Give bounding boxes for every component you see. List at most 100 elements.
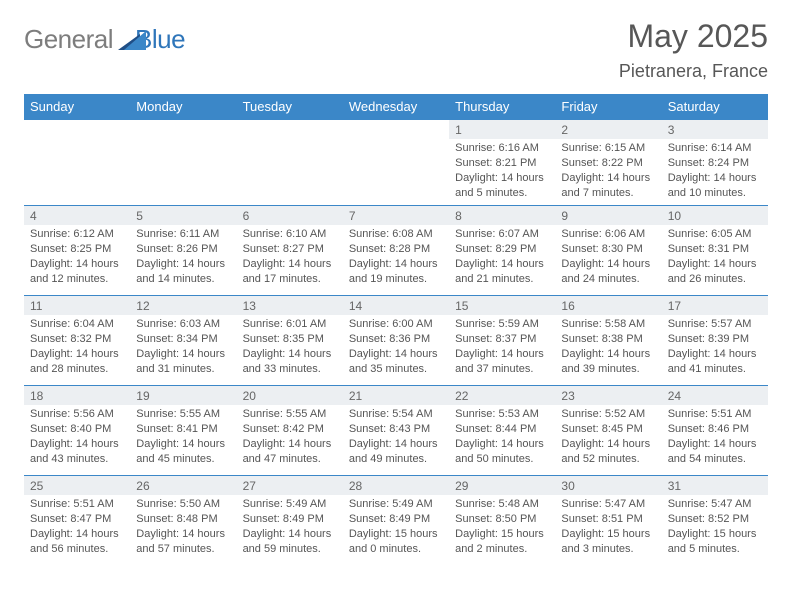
day-body: Sunrise: 6:14 AMSunset: 8:24 PMDaylight:… — [662, 139, 768, 204]
day-line: Sunset: 8:49 PM — [349, 512, 443, 527]
day-line: and 31 minutes. — [136, 362, 230, 377]
day-line: Daylight: 14 hours — [455, 437, 549, 452]
calendar-cell: 23Sunrise: 5:52 AMSunset: 8:45 PMDayligh… — [555, 386, 661, 476]
day-line: Sunrise: 6:07 AM — [455, 227, 549, 242]
day-number: 2 — [555, 120, 661, 139]
day-body: Sunrise: 6:05 AMSunset: 8:31 PMDaylight:… — [662, 225, 768, 290]
day-line: Sunrise: 6:16 AM — [455, 141, 549, 156]
day-line: and 37 minutes. — [455, 362, 549, 377]
day-number: 21 — [343, 386, 449, 405]
day-line: Daylight: 15 hours — [561, 527, 655, 542]
day-number: 29 — [449, 476, 555, 495]
day-body: Sunrise: 6:07 AMSunset: 8:29 PMDaylight:… — [449, 225, 555, 290]
day-line: and 12 minutes. — [30, 272, 124, 287]
day-line: Sunrise: 6:08 AM — [349, 227, 443, 242]
day-number: 5 — [130, 206, 236, 225]
calendar-cell: 4Sunrise: 6:12 AMSunset: 8:25 PMDaylight… — [24, 206, 130, 296]
day-number: 1 — [449, 120, 555, 139]
day-body: Sunrise: 5:52 AMSunset: 8:45 PMDaylight:… — [555, 405, 661, 470]
day-body: Sunrise: 5:49 AMSunset: 8:49 PMDaylight:… — [343, 495, 449, 560]
day-line: Daylight: 14 hours — [243, 347, 337, 362]
day-line: Sunset: 8:47 PM — [30, 512, 124, 527]
day-number: 11 — [24, 296, 130, 315]
day-line: and 0 minutes. — [349, 542, 443, 557]
calendar-cell: 26Sunrise: 5:50 AMSunset: 8:48 PMDayligh… — [130, 476, 236, 566]
day-line: Sunset: 8:22 PM — [561, 156, 655, 171]
day-line: Daylight: 14 hours — [561, 347, 655, 362]
day-body: Sunrise: 5:54 AMSunset: 8:43 PMDaylight:… — [343, 405, 449, 470]
day-number: 17 — [662, 296, 768, 315]
day-line: Sunset: 8:29 PM — [455, 242, 549, 257]
day-line: and 19 minutes. — [349, 272, 443, 287]
day-line: Sunset: 8:24 PM — [668, 156, 762, 171]
day-line: Sunrise: 5:49 AM — [243, 497, 337, 512]
day-number: 18 — [24, 386, 130, 405]
day-number: 25 — [24, 476, 130, 495]
day-number: 3 — [662, 120, 768, 139]
day-line: and 43 minutes. — [30, 452, 124, 467]
calendar-cell: 2Sunrise: 6:15 AMSunset: 8:22 PMDaylight… — [555, 120, 661, 206]
day-number: 20 — [237, 386, 343, 405]
day-body: Sunrise: 6:04 AMSunset: 8:32 PMDaylight:… — [24, 315, 130, 380]
day-number — [343, 120, 449, 139]
day-number — [24, 120, 130, 139]
day-line: Daylight: 14 hours — [136, 527, 230, 542]
calendar-cell: 24Sunrise: 5:51 AMSunset: 8:46 PMDayligh… — [662, 386, 768, 476]
day-line: Sunrise: 5:58 AM — [561, 317, 655, 332]
day-line: Sunrise: 5:47 AM — [668, 497, 762, 512]
day-number: 19 — [130, 386, 236, 405]
day-line: and 59 minutes. — [243, 542, 337, 557]
calendar-week-row: 25Sunrise: 5:51 AMSunset: 8:47 PMDayligh… — [24, 476, 768, 566]
day-line: Sunrise: 5:49 AM — [349, 497, 443, 512]
day-line: and 57 minutes. — [136, 542, 230, 557]
day-body: Sunrise: 5:47 AMSunset: 8:51 PMDaylight:… — [555, 495, 661, 560]
brand-text-general: General — [24, 24, 113, 55]
day-line: Daylight: 14 hours — [349, 347, 443, 362]
day-body: Sunrise: 6:16 AMSunset: 8:21 PMDaylight:… — [449, 139, 555, 204]
day-line: Sunrise: 6:14 AM — [668, 141, 762, 156]
day-body: Sunrise: 5:55 AMSunset: 8:42 PMDaylight:… — [237, 405, 343, 470]
day-body: Sunrise: 6:12 AMSunset: 8:25 PMDaylight:… — [24, 225, 130, 290]
calendar-page: General Blue May 2025 Pietranera, France… — [0, 0, 792, 612]
day-line: Sunrise: 5:55 AM — [243, 407, 337, 422]
day-line: Sunrise: 6:01 AM — [243, 317, 337, 332]
day-line: and 50 minutes. — [455, 452, 549, 467]
day-header: Monday — [130, 94, 236, 120]
day-body: Sunrise: 5:49 AMSunset: 8:49 PMDaylight:… — [237, 495, 343, 560]
day-number: 4 — [24, 206, 130, 225]
day-line: and 5 minutes. — [668, 542, 762, 557]
day-line: Daylight: 14 hours — [136, 347, 230, 362]
day-line: and 26 minutes. — [668, 272, 762, 287]
day-line: Sunrise: 6:11 AM — [136, 227, 230, 242]
day-line: Sunset: 8:42 PM — [243, 422, 337, 437]
day-line: Sunset: 8:50 PM — [455, 512, 549, 527]
day-number: 31 — [662, 476, 768, 495]
day-header: Tuesday — [237, 94, 343, 120]
day-line: Sunset: 8:25 PM — [30, 242, 124, 257]
day-line: Sunset: 8:48 PM — [136, 512, 230, 527]
day-line: Sunrise: 5:56 AM — [30, 407, 124, 422]
day-line: Sunset: 8:28 PM — [349, 242, 443, 257]
day-body: Sunrise: 6:01 AMSunset: 8:35 PMDaylight:… — [237, 315, 343, 380]
day-line: Sunrise: 5:54 AM — [349, 407, 443, 422]
day-line: Daylight: 14 hours — [455, 257, 549, 272]
day-number: 16 — [555, 296, 661, 315]
day-number: 8 — [449, 206, 555, 225]
day-line: Sunrise: 5:48 AM — [455, 497, 549, 512]
day-header: Saturday — [662, 94, 768, 120]
day-line: Daylight: 14 hours — [561, 257, 655, 272]
calendar-week-row: 4Sunrise: 6:12 AMSunset: 8:25 PMDaylight… — [24, 206, 768, 296]
day-line: Daylight: 14 hours — [136, 257, 230, 272]
day-line: Sunset: 8:26 PM — [136, 242, 230, 257]
day-body: Sunrise: 6:15 AMSunset: 8:22 PMDaylight:… — [555, 139, 661, 204]
day-line: Sunset: 8:39 PM — [668, 332, 762, 347]
day-line: Daylight: 14 hours — [30, 257, 124, 272]
day-number — [237, 120, 343, 139]
day-line: Sunrise: 5:59 AM — [455, 317, 549, 332]
calendar-cell: 18Sunrise: 5:56 AMSunset: 8:40 PMDayligh… — [24, 386, 130, 476]
day-line: Sunrise: 6:10 AM — [243, 227, 337, 242]
day-line: and 21 minutes. — [455, 272, 549, 287]
calendar-cell: 19Sunrise: 5:55 AMSunset: 8:41 PMDayligh… — [130, 386, 236, 476]
location-subtitle: Pietranera, France — [619, 61, 768, 82]
calendar-cell: 20Sunrise: 5:55 AMSunset: 8:42 PMDayligh… — [237, 386, 343, 476]
